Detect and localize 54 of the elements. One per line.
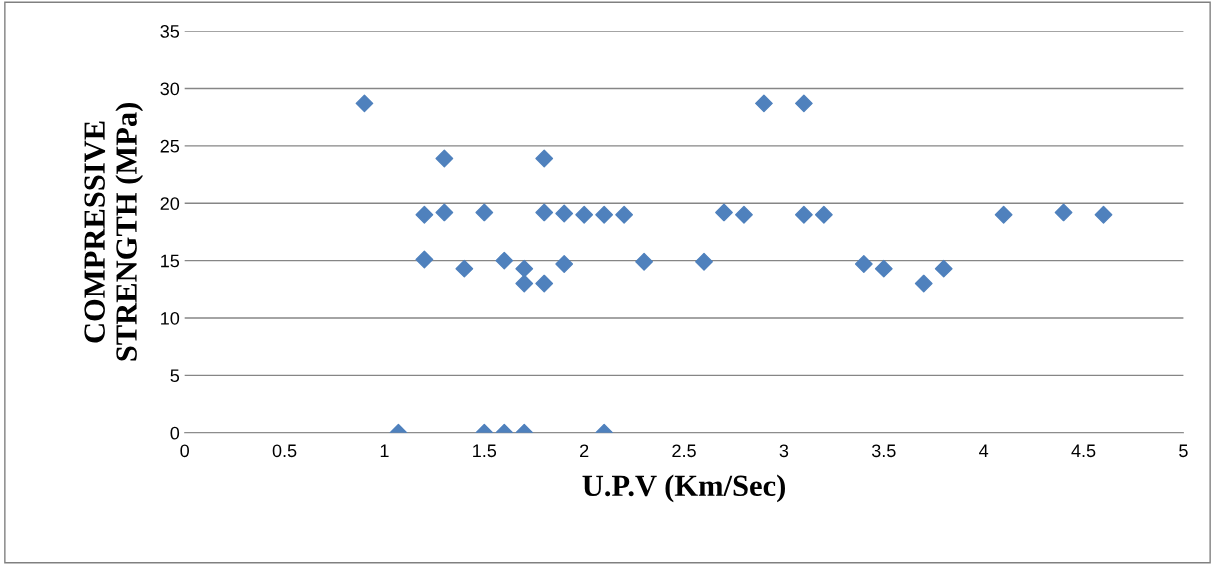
point <box>595 205 614 224</box>
y-axis-title: COMPRESSIVE STRENGTH (MPa) <box>84 102 144 361</box>
point <box>914 274 933 293</box>
y-tick-label: 25 <box>160 139 180 153</box>
point <box>535 274 554 293</box>
y-tick-label: 15 <box>161 254 180 268</box>
point <box>475 203 494 222</box>
y-tick-label: 5 <box>170 369 180 383</box>
x-tick-label: 1.5 <box>473 444 497 458</box>
y-tick-label: 10 <box>161 311 180 325</box>
y-tick-label: 0 <box>170 426 180 440</box>
point <box>1054 203 1073 222</box>
point <box>535 203 554 222</box>
point <box>1094 205 1113 224</box>
point <box>515 274 534 293</box>
x-tick-label: 5 <box>1179 444 1188 458</box>
point <box>515 259 534 278</box>
point <box>415 205 434 224</box>
x-tick-label: 4 <box>979 444 989 457</box>
point <box>794 94 813 113</box>
x-tick-label: 0 <box>180 444 189 458</box>
point <box>735 205 753 224</box>
point <box>615 205 634 224</box>
point <box>934 259 953 278</box>
point <box>874 259 893 278</box>
x-tick-label: 2 <box>580 444 589 457</box>
point <box>495 251 514 270</box>
point <box>794 205 813 224</box>
point <box>535 149 554 168</box>
point <box>555 204 574 223</box>
x-tick-label: 4.5 <box>1071 444 1096 458</box>
point <box>755 94 773 113</box>
y-tick-label: 20 <box>160 197 180 210</box>
point <box>994 205 1013 224</box>
point <box>435 203 454 222</box>
point <box>715 203 733 222</box>
point <box>555 255 574 273</box>
point <box>455 259 474 278</box>
x-tick-label: 2.5 <box>672 444 696 458</box>
point <box>355 94 374 113</box>
point <box>814 205 833 224</box>
x-tick-label: 3 <box>779 444 789 458</box>
x-axis-title: U.P.V (Km/Sec) <box>582 474 785 503</box>
x-tick-label: 1 <box>380 444 389 457</box>
y-tick-label: 30 <box>160 82 180 96</box>
point <box>435 149 454 168</box>
point <box>575 205 594 224</box>
point <box>415 250 434 269</box>
point <box>635 252 654 271</box>
x-tick-label: 3.5 <box>871 444 896 458</box>
y-tick-label: 35 <box>160 25 180 38</box>
x-tick-label: 0.5 <box>272 444 297 458</box>
point <box>695 252 713 271</box>
point <box>854 255 873 273</box>
